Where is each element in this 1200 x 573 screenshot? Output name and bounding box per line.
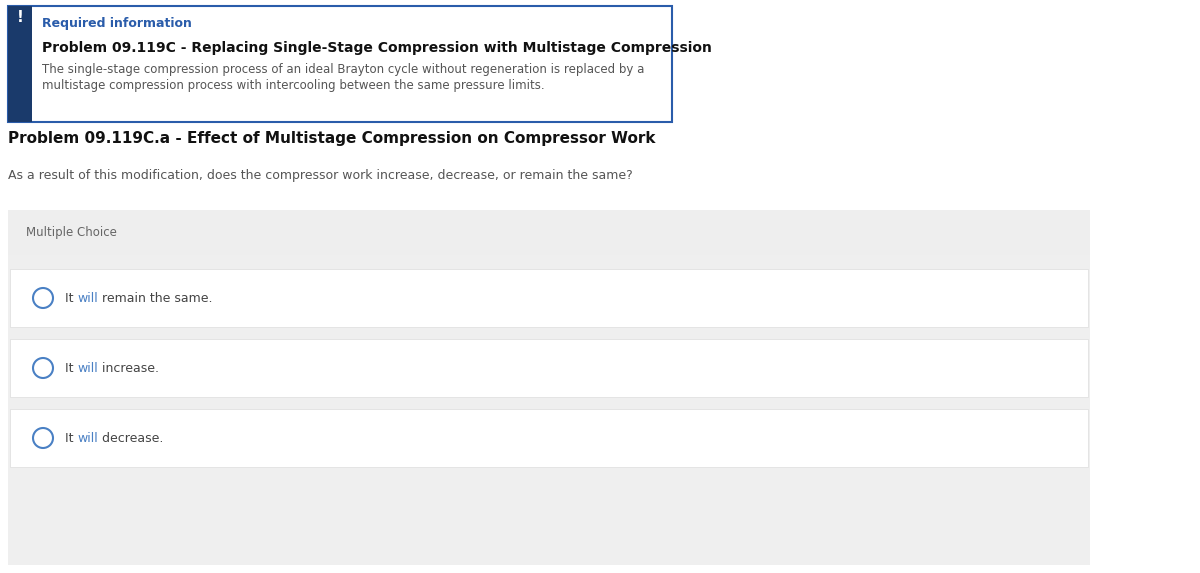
Text: Multiple Choice: Multiple Choice — [26, 226, 116, 239]
Text: will: will — [78, 362, 98, 375]
Text: !: ! — [17, 10, 24, 26]
Text: It: It — [65, 292, 78, 304]
Text: The single-stage compression process of an ideal Brayton cycle without regenerat: The single-stage compression process of … — [42, 62, 644, 76]
Text: It: It — [65, 431, 78, 445]
FancyBboxPatch shape — [10, 409, 1088, 467]
FancyBboxPatch shape — [8, 6, 32, 122]
Text: remain the same.: remain the same. — [98, 292, 212, 304]
Text: Required information: Required information — [42, 18, 192, 30]
Text: multistage compression process with intercooling between the same pressure limit: multistage compression process with inte… — [42, 80, 545, 92]
Circle shape — [34, 358, 53, 378]
Text: will: will — [78, 431, 98, 445]
FancyBboxPatch shape — [10, 269, 1088, 327]
Text: As a result of this modification, does the compressor work increase, decrease, o: As a result of this modification, does t… — [8, 168, 632, 182]
Circle shape — [34, 428, 53, 448]
FancyBboxPatch shape — [8, 6, 672, 122]
Text: Problem 09.119C - Replacing Single-Stage Compression with Multistage Compression: Problem 09.119C - Replacing Single-Stage… — [42, 41, 712, 55]
FancyBboxPatch shape — [8, 210, 1090, 255]
Text: Problem 09.119C.a - Effect of Multistage Compression on Compressor Work: Problem 09.119C.a - Effect of Multistage… — [8, 131, 655, 146]
Text: increase.: increase. — [98, 362, 160, 375]
Text: decrease.: decrease. — [98, 431, 163, 445]
Circle shape — [34, 288, 53, 308]
Text: It: It — [65, 362, 78, 375]
FancyBboxPatch shape — [10, 339, 1088, 397]
FancyBboxPatch shape — [8, 210, 1090, 565]
Text: will: will — [78, 292, 98, 304]
